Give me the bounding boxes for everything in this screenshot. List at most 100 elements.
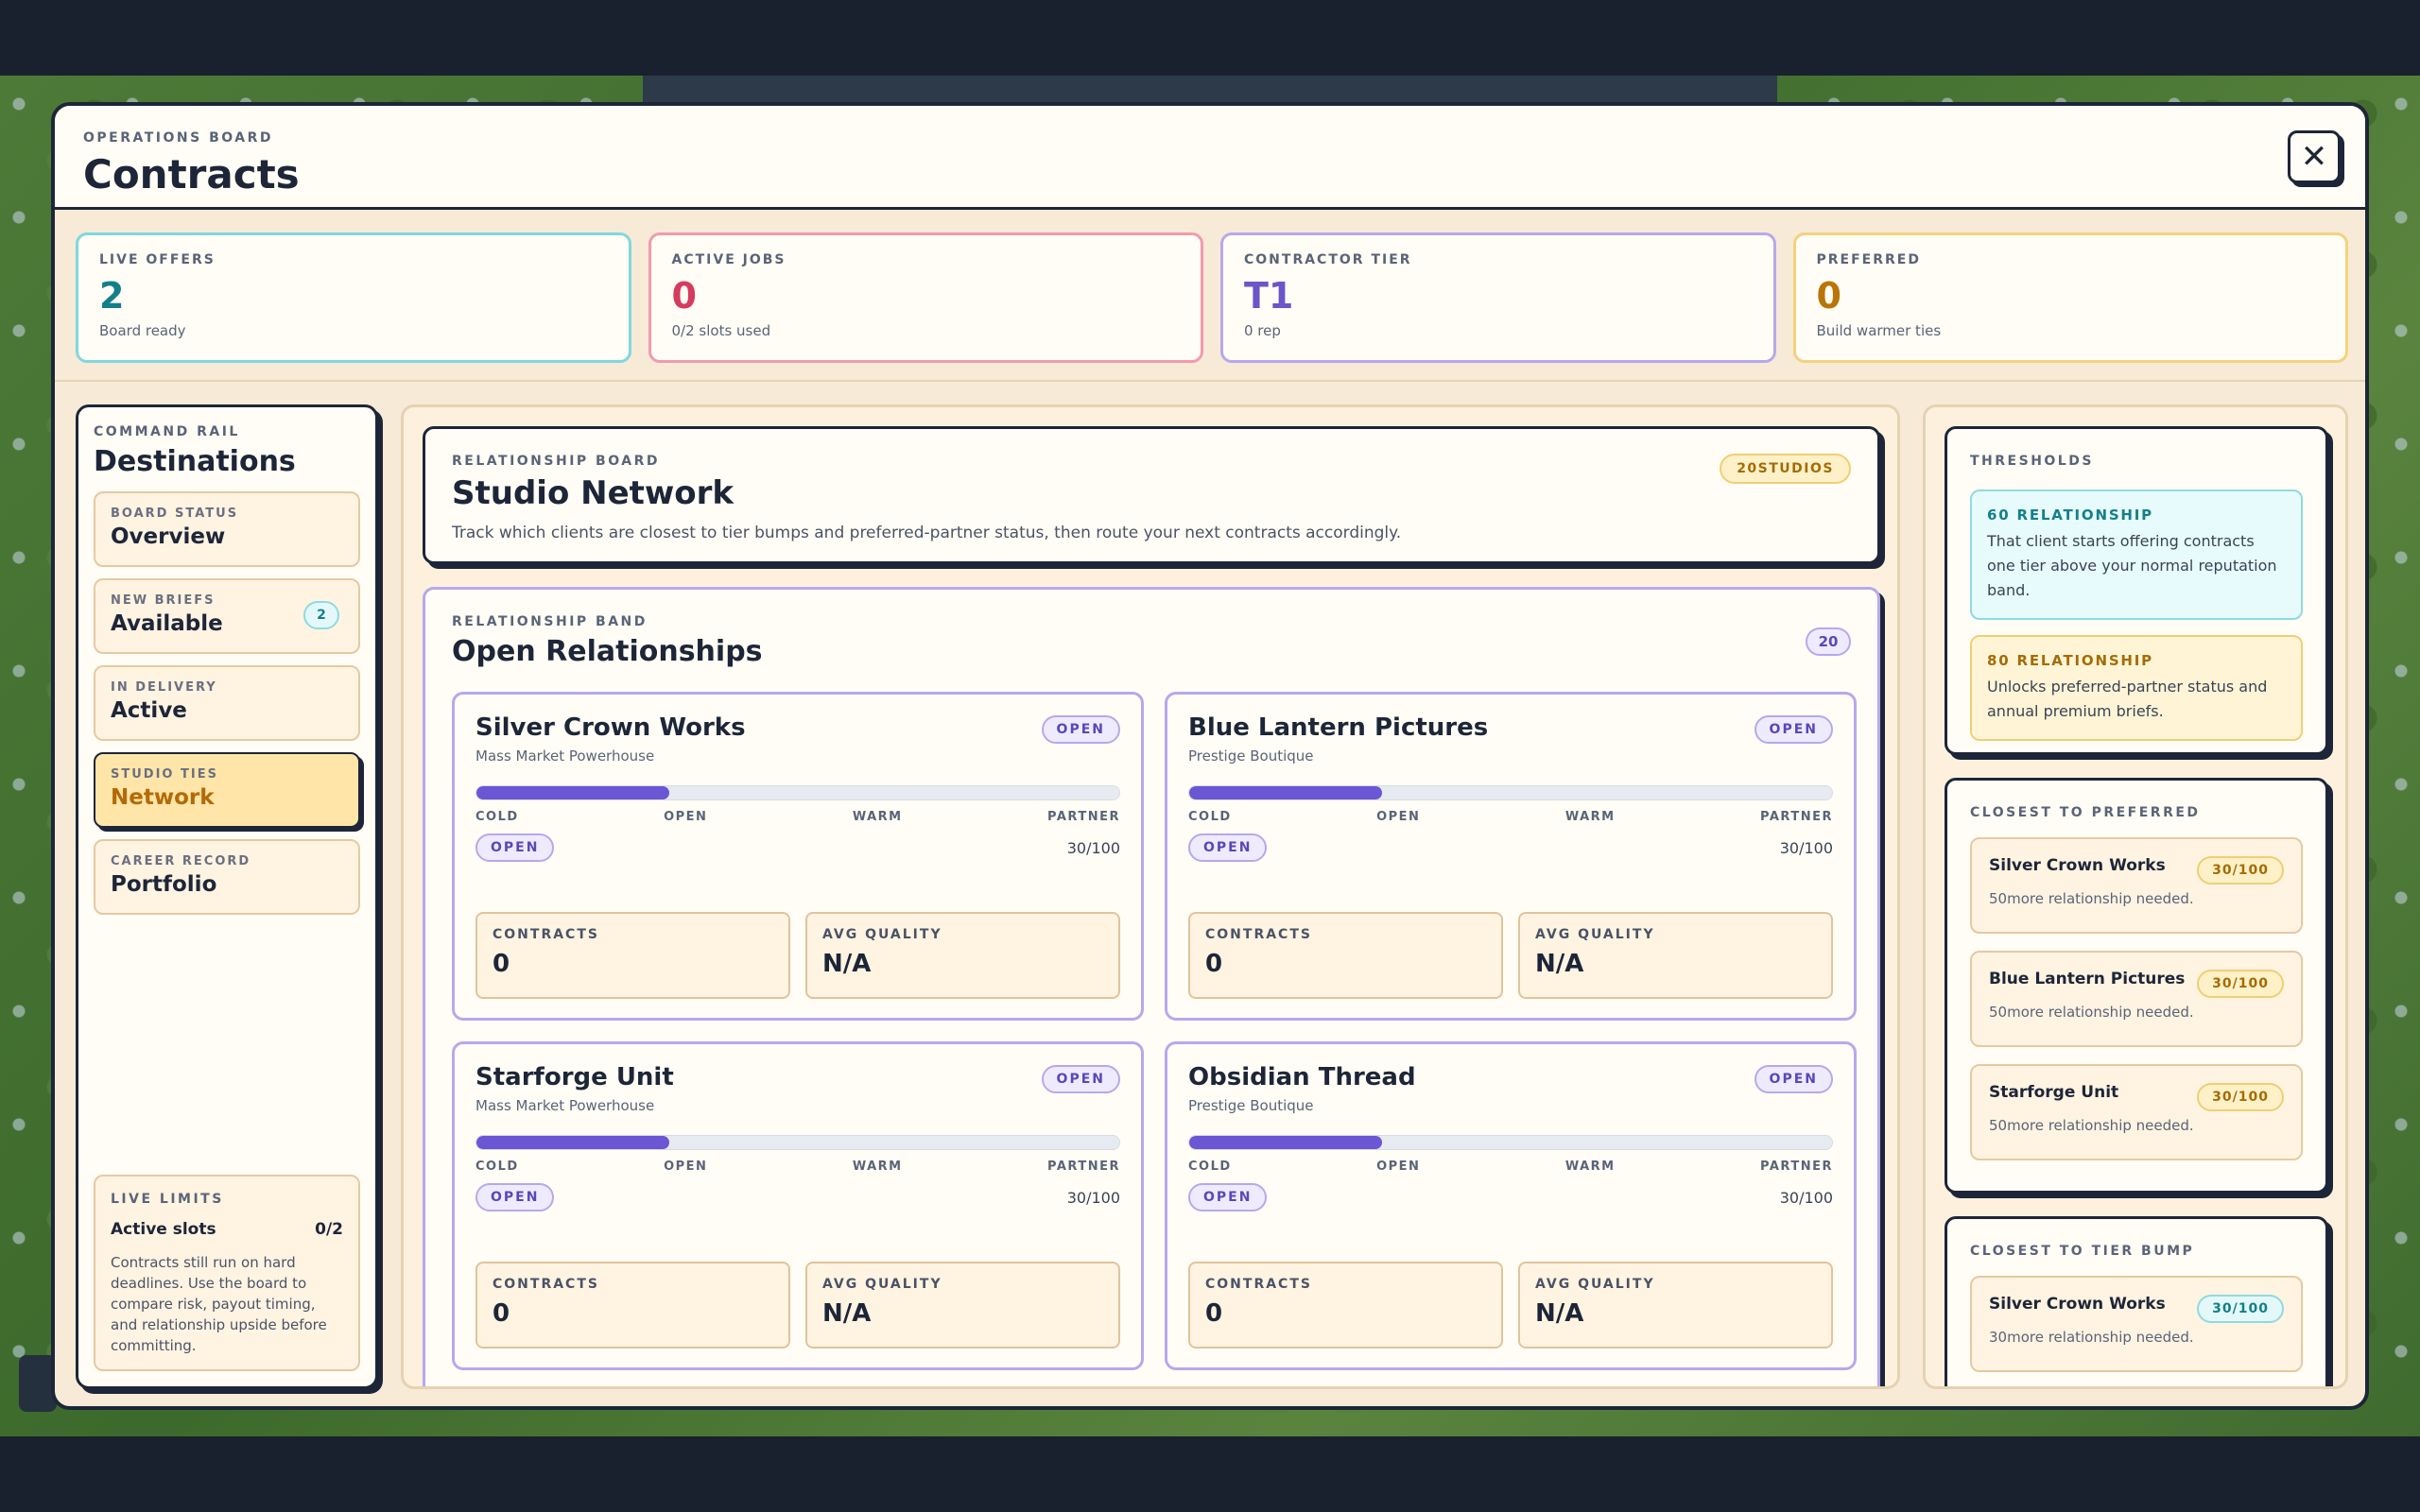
stats-row: LIVE OFFERS 2 Board ready ACTIVE JOBS 0 …	[76, 232, 2348, 363]
stat-value: 2	[99, 275, 125, 317]
metric-label: AVG QUALITY	[822, 1277, 942, 1292]
closest-preferred-eyebrow: CLOSEST TO PREFERRED	[1970, 805, 2201, 820]
client-name: Blue Lantern Pictures	[1188, 713, 1489, 742]
band-badge: OPEN	[475, 833, 555, 862]
network-eyebrow: RELATIONSHIP BOARD	[452, 454, 660, 469]
metric-value: 0	[1205, 950, 1223, 978]
stat-sub: Build warmer ties	[1816, 322, 1942, 339]
metric-contracts: CONTRACTS 0	[1188, 912, 1503, 999]
metric-avg-quality: AVG QUALITY N/A	[805, 912, 1120, 999]
closest-tier-panel: CLOSEST TO TIER BUMP Silver Crown Works …	[1945, 1216, 2328, 1386]
client-metrics: CONTRACTS 0 AVG QUALITY N/A	[1188, 912, 1833, 999]
metric-label: AVG QUALITY	[1535, 1277, 1655, 1292]
count-badge: 2	[303, 601, 339, 629]
scale-label: COLD	[1188, 810, 1232, 824]
scale-label: OPEN	[1376, 1160, 1421, 1174]
background-toolbar	[643, 76, 1777, 104]
scale-label: WARM	[1564, 1160, 1616, 1174]
relationship-bar-fill	[476, 786, 669, 799]
live-limits: LIVE LIMITS Active slots 0/2 Contracts s…	[94, 1175, 360, 1371]
closest-preferred-panel: CLOSEST TO PREFERRED Silver Crown Works …	[1945, 778, 2328, 1194]
list-item[interactable]: Silver Crown Works 50more relationship n…	[1970, 837, 2303, 934]
nav-item-label: NEW BRIEFS	[111, 593, 216, 608]
nav-item-label: IN DELIVERY	[111, 680, 217, 695]
modal-header: OPERATIONS BOARD Contracts ✕	[55, 106, 2365, 210]
score-badge: 30/100	[2197, 1083, 2284, 1111]
contracts-modal: OPERATIONS BOARD Contracts ✕ LIVE OFFERS…	[51, 102, 2369, 1410]
right-sidebar: THRESHOLDS 60 RELATIONSHIP That client s…	[1923, 404, 2348, 1389]
network-title: Studio Network	[452, 474, 735, 512]
client-name: Blue Lantern Pictures	[1989, 970, 2186, 988]
scale-label: COLD	[1188, 1160, 1232, 1174]
metric-contracts: CONTRACTS 0	[475, 912, 790, 999]
relationship-needed: 50more relationship needed.	[1989, 890, 2194, 907]
close-button[interactable]: ✕	[2288, 130, 2341, 183]
nav-item-label: BOARD STATUS	[111, 507, 239, 521]
band-badge: OPEN	[1188, 1183, 1268, 1211]
threshold-80: 80 RELATIONSHIP Unlocks preferred-partne…	[1970, 635, 2303, 741]
nav-item-overview[interactable]: BOARD STATUS Overview	[94, 491, 360, 567]
metric-value: 0	[493, 1299, 510, 1328]
band-title: Open Relationships	[452, 635, 763, 668]
client-grid: Silver Crown Works Mass Market Powerhous…	[452, 692, 1857, 1370]
score-badge: 30/100	[2197, 856, 2284, 885]
scale-label: WARM	[852, 810, 903, 824]
page-title: Contracts	[83, 151, 300, 198]
client-name: Obsidian Thread	[1188, 1063, 1416, 1091]
relationship-bar	[1188, 1135, 1833, 1150]
client-type: Prestige Boutique	[1188, 747, 1314, 765]
metric-avg-quality: AVG QUALITY N/A	[1518, 1262, 1833, 1349]
relationship-score: 30/100	[1779, 838, 1833, 857]
metric-avg-quality: AVG QUALITY N/A	[1518, 912, 1833, 999]
metric-label: CONTRACTS	[493, 1277, 599, 1292]
limits-row-value: 0/2	[315, 1220, 343, 1239]
client-card[interactable]: Starforge Unit Mass Market Powerhouse OP…	[452, 1041, 1144, 1370]
metric-value: N/A	[822, 1299, 872, 1328]
scale-label: PARTNER	[1760, 1160, 1833, 1174]
scale-label: OPEN	[1376, 810, 1421, 824]
closest-tier-eyebrow: CLOSEST TO TIER BUMP	[1970, 1244, 2195, 1259]
relationship-scale: COLD OPEN WARM PARTNER	[475, 810, 1120, 824]
nav-item-network[interactable]: STUDIO TIES Network	[94, 752, 360, 828]
scale-label: WARM	[852, 1160, 903, 1174]
client-type: Prestige Boutique	[1188, 1097, 1314, 1114]
divider	[55, 380, 2365, 382]
relationship-bar-fill	[1189, 786, 1382, 799]
nav-item-active[interactable]: IN DELIVERY Active	[94, 665, 360, 741]
scale-label: OPEN	[664, 810, 708, 824]
studios-count-tag: 20STUDIOS	[1720, 454, 1851, 484]
metric-value: N/A	[1535, 1299, 1584, 1328]
command-rail: COMMAND RAIL Destinations BOARD STATUS O…	[76, 404, 378, 1389]
status-badge: OPEN	[1754, 715, 1833, 744]
scale-label: OPEN	[664, 1160, 708, 1174]
list-item[interactable]: Silver Crown Works 30more relationship n…	[1970, 1276, 2303, 1372]
nav-item-available[interactable]: NEW BRIEFS Available 2	[94, 578, 360, 654]
threshold-60: 60 RELATIONSHIP That client starts offer…	[1970, 490, 2303, 620]
threshold-desc: Unlocks preferred-partner status and ann…	[1987, 678, 2268, 720]
relationship-score: 30/100	[1066, 1188, 1120, 1207]
relationship-bar-fill	[476, 1136, 669, 1149]
client-name: Silver Crown Works	[1989, 856, 2166, 875]
status-badge: OPEN	[1041, 715, 1120, 744]
client-card[interactable]: Silver Crown Works Mass Market Powerhous…	[452, 692, 1144, 1021]
relationship-scale: COLD OPEN WARM PARTNER	[475, 1160, 1120, 1174]
client-card[interactable]: Obsidian Thread Prestige Boutique OPEN C…	[1165, 1041, 1857, 1370]
nav-item-text: Active	[111, 698, 187, 723]
list-item[interactable]: Blue Lantern Pictures 50more relationshi…	[1970, 951, 2303, 1047]
client-card[interactable]: Blue Lantern Pictures Prestige Boutique …	[1165, 692, 1857, 1021]
nav-item-portfolio[interactable]: CAREER RECORD Portfolio	[94, 839, 360, 915]
client-name: Starforge Unit	[1989, 1083, 2119, 1102]
stat-value: 0	[671, 275, 697, 317]
rail-eyebrow: COMMAND RAIL	[94, 424, 240, 439]
rail-title: Destinations	[94, 445, 296, 478]
status-row: OPEN 30/100	[1188, 833, 1833, 862]
client-metrics: CONTRACTS 0 AVG QUALITY N/A	[1188, 1262, 1833, 1349]
relationship-scale: COLD OPEN WARM PARTNER	[1188, 810, 1833, 824]
stat-contractor-tier: CONTRACTOR TIER T1 0 rep	[1220, 232, 1776, 363]
nav-item-text: Portfolio	[111, 872, 217, 897]
scale-label: PARTNER	[1047, 1160, 1120, 1174]
metric-value: 0	[493, 950, 510, 978]
stat-value: 0	[1816, 275, 1841, 317]
nav-item-label: CAREER RECORD	[111, 854, 251, 868]
list-item[interactable]: Starforge Unit 50more relationship neede…	[1970, 1064, 2303, 1160]
